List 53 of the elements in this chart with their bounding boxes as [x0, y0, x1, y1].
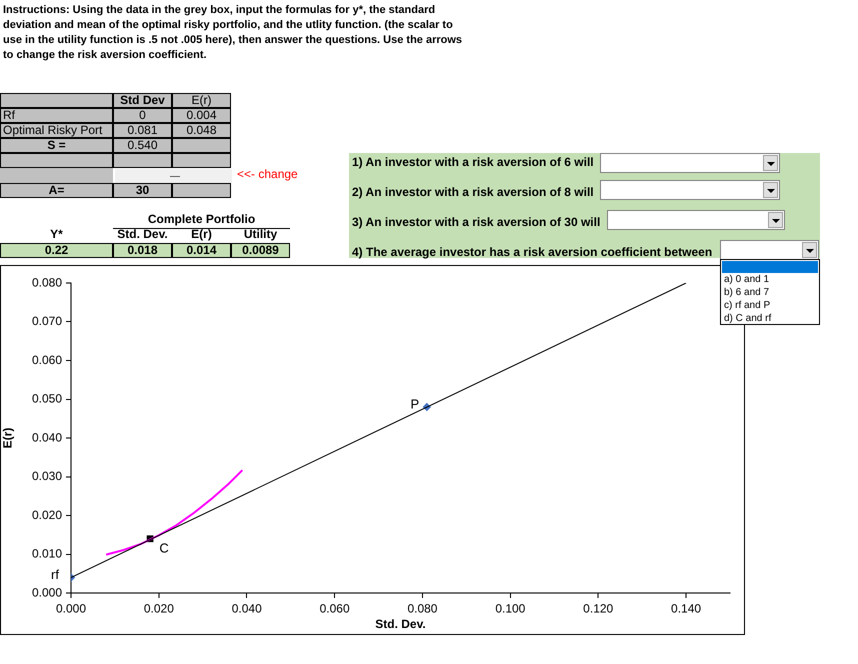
annotation: b) 6 and 7: [724, 287, 770, 298]
x-tick-label: 0.120: [583, 602, 614, 616]
text: 4) The average investor has a risk aversion coefficient between: [352, 245, 712, 259]
text: 0.014: [186, 243, 217, 257]
annotation: a) 0 and 1: [724, 274, 770, 285]
x-axis-title: Std. Dev.: [375, 617, 426, 632]
text: Std. Dev.: [117, 227, 168, 241]
y-tick-label: 0.050: [32, 392, 62, 406]
text: Complete Portfolio: [148, 212, 256, 226]
text: E(r): [191, 227, 212, 241]
x-tick-label: 0.000: [56, 602, 86, 616]
annotation: C: [159, 540, 169, 556]
text: S =: [47, 138, 66, 152]
text: 0.22: [44, 243, 68, 257]
text: Std Dev: [120, 93, 165, 107]
annotation: P: [410, 396, 420, 412]
x-tick-label: 0.020: [144, 602, 174, 616]
x-tick-label: 0.080: [407, 602, 438, 616]
x-tick-label: 0.060: [320, 602, 350, 616]
text: 1) An investor with a risk aversion of 6 will: [352, 155, 594, 169]
text: 3) An investor with a risk aversion of 30 will: [352, 215, 600, 229]
x-tick-label: 0.100: [495, 602, 526, 616]
text: Optimal Risky Port: [3, 123, 102, 137]
text: 0.048: [186, 123, 217, 137]
text: 30: [136, 183, 150, 197]
text: Y*: [50, 227, 63, 241]
text: 0.004: [186, 108, 217, 122]
text: 0.081: [127, 123, 158, 137]
text: <<- change: [237, 167, 298, 181]
text: 0.540: [127, 138, 158, 152]
text: Instructions: Using the data in the grey box, input the formulas for y*, the standard deviation and mean of the optimal risky portfolio, and the utlity function. (the scalar to use in the utility function is .5 not .005 here), then answer the questions. Use the arrows to change the risk aversion coefficient.: [3, 3, 464, 63]
y-tick-label: 0.070: [32, 314, 62, 328]
text: 2) An investor with a risk aversion of 8 will: [352, 185, 594, 199]
annotation: rf: [51, 567, 60, 582]
text: E(r): [192, 93, 212, 107]
y-tick-label: 0.080: [32, 275, 62, 290]
y-tick-label: 0.000: [32, 585, 62, 600]
text: Utility: [244, 227, 278, 241]
annotation: c) rf and P: [724, 300, 770, 311]
y-tick-label: 0.040: [32, 430, 62, 444]
text: 0: [139, 108, 146, 122]
y-tick-label: 0.020: [32, 508, 62, 522]
y-tick-label: 0.030: [32, 469, 62, 484]
x-tick-label: 0.140: [671, 602, 702, 616]
y-axis-title: E(r): [0, 428, 15, 448]
text: Rf: [3, 108, 15, 122]
annotation: d) C and rf: [724, 313, 772, 324]
text: 0.018: [127, 243, 158, 257]
text: A=: [48, 183, 64, 197]
y-tick-label: 0.060: [32, 352, 62, 367]
y-tick-label: 0.010: [32, 546, 62, 561]
x-tick-label: 0.040: [232, 602, 262, 616]
text: 0.0089: [242, 243, 279, 257]
